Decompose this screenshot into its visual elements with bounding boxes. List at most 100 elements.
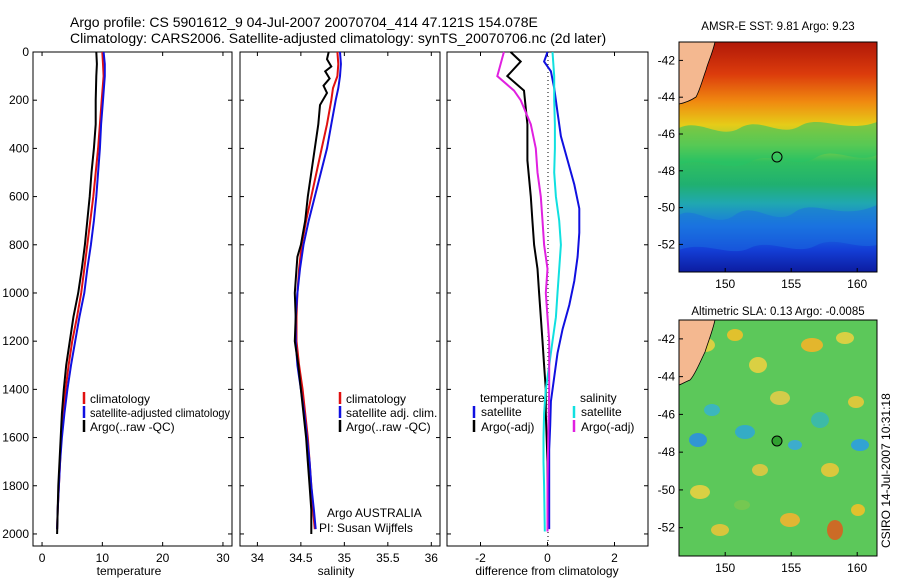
salinity-ticks: 34 34.5 35 35.5 36 <box>240 51 440 565</box>
salinity-panel: 34 34.5 35 35.5 36 salinity climatology sate… <box>239 51 441 578</box>
sla-anomaly-blob <box>727 329 743 341</box>
sla-anomaly-blob <box>851 439 869 451</box>
map-y-tick-label: -48 <box>658 445 676 459</box>
map-x-tick-label: 150 <box>715 277 735 291</box>
sla-anomaly-blob <box>752 464 768 476</box>
temperature-series <box>56 51 106 535</box>
legend-satellite: satellite-adjusted climatology <box>90 406 230 420</box>
map-y-tick-label: -46 <box>658 407 676 421</box>
map-y-tick-label: -48 <box>658 164 676 178</box>
map-y-tick-label: -50 <box>658 201 676 215</box>
sla-anomaly-blob <box>690 485 710 499</box>
sla-map-ticks: 150 155 160 -42 -44 -46 -48 -50 -52 <box>658 332 868 575</box>
y-tick-label: 2000 <box>2 527 29 541</box>
sla-map-frame <box>678 319 878 557</box>
x-tick-label: 2 <box>611 551 618 565</box>
legend-salinity-heading: salinity <box>580 391 617 405</box>
x-tick-label: 10 <box>96 551 110 565</box>
salinity-series <box>293 51 342 534</box>
land-tasmania <box>679 320 716 386</box>
legend-temperature-heading: temperature <box>480 391 545 405</box>
legend-satellite: satellite adj. clim. <box>346 406 437 420</box>
sla-anomaly-blob <box>801 338 823 352</box>
credit-line1: Argo AUSTRALIA <box>327 506 422 520</box>
map-x-tick-label: 155 <box>781 561 801 575</box>
argo-float-marker <box>771 435 783 447</box>
legend-temp-argo: Argo(-adj) <box>481 420 534 434</box>
y-tick-label: 0 <box>22 45 29 59</box>
temperature-xlabel: temperature <box>97 564 162 578</box>
sla-anomaly-blob <box>780 513 800 527</box>
sst-feature-green <box>679 122 877 167</box>
sla-anomaly-blob <box>788 440 802 450</box>
x-tick-label: 34.5 <box>289 551 313 565</box>
map-y-tick-label: -42 <box>658 53 676 67</box>
header-title-line1: Argo profile: CS 5901612_9 04-Jul-2007 2… <box>70 14 538 30</box>
y-tick-label: 1600 <box>2 431 29 445</box>
x-tick-label: 35 <box>338 551 352 565</box>
x-tick-label: 35.5 <box>376 551 400 565</box>
series-line-salinity-satellite <box>542 51 562 532</box>
header-title-line2: Climatology: CARS2006. Satellite-adjuste… <box>70 30 606 46</box>
map-y-tick-label: -46 <box>658 127 676 141</box>
difference-series <box>496 51 581 532</box>
legend-climatology: climatology <box>346 392 406 406</box>
legend-climatology: climatology <box>90 392 150 406</box>
argo-float-marker <box>771 151 783 163</box>
map-y-tick-label: -52 <box>658 521 676 535</box>
sla-map <box>679 320 877 556</box>
sla-anomaly-blob <box>735 425 755 439</box>
legend-argo: Argo(..raw -QC) <box>346 420 431 434</box>
sla-anomaly-blob <box>848 396 864 408</box>
y-tick-label: 1800 <box>2 479 29 493</box>
map-y-tick-label: -44 <box>658 90 676 104</box>
sla-anomaly-blob <box>827 520 843 540</box>
map-x-tick-label: 150 <box>715 561 735 575</box>
y-tick-label: 800 <box>9 238 29 252</box>
series-line-argo-raw-qc- <box>56 51 98 535</box>
salinity-xlabel: salinity <box>318 564 355 578</box>
legend-temp-satellite: satellite <box>481 405 522 419</box>
legend-argo: Argo(..raw -QC) <box>90 420 175 434</box>
sla-anomaly-blob <box>770 391 790 405</box>
sla-anomaly-blob <box>749 357 767 373</box>
legend-sal-argo: Argo(-adj) <box>581 420 634 434</box>
sst-map-title: AMSR-E SST: 9.81 Argo: 9.23 <box>701 21 854 33</box>
sla-anomaly-blob <box>811 412 829 428</box>
series-line-salinity-argo-adj- <box>496 51 551 532</box>
sla-anomaly-blob <box>851 504 865 516</box>
sla-anomaly-blob <box>689 433 707 447</box>
x-tick-label: 36 <box>425 551 439 565</box>
series-line-temperature-argo-adj- <box>505 51 549 532</box>
x-tick-label: 30 <box>216 551 230 565</box>
x-tick-label: 20 <box>156 551 170 565</box>
y-tick-label: 1400 <box>2 382 29 396</box>
map-y-tick-label: -44 <box>658 370 676 384</box>
series-line-temperature-satellite <box>542 51 581 530</box>
sst-map-ticks: 150 155 160 -42 -44 -46 -48 -50 -52 <box>658 53 868 291</box>
sla-anomaly-blob <box>704 404 720 416</box>
sla-anomaly-blob <box>836 332 854 344</box>
map-y-tick-label: -42 <box>658 332 676 346</box>
salinity-legend: climatology satellite adj. clim. Argo(..… <box>338 392 437 434</box>
x-tick-label: 34 <box>251 551 265 565</box>
side-timestamp-label: CSIRO 14-Jul-2007 10:31:18 <box>879 393 893 548</box>
y-tick-label: 600 <box>9 190 29 204</box>
map-y-tick-label: -52 <box>658 237 676 251</box>
y-tick-label: 200 <box>9 93 29 107</box>
sla-anomaly-blob <box>821 463 839 477</box>
difference-xlabel: difference from climatology <box>475 564 618 578</box>
map-y-tick-label: -50 <box>658 483 676 497</box>
x-tick-label: 0 <box>39 551 46 565</box>
sla-anomaly-blob <box>734 500 750 510</box>
sst-map <box>679 42 877 272</box>
salinity-axes-box <box>239 51 441 547</box>
difference-legend: temperature satellite Argo(-adj) salinit… <box>472 391 634 434</box>
y-tick-label: 400 <box>9 141 29 155</box>
land-tasmania <box>679 42 716 105</box>
temperature-ticks: 0 10 20 30 0 200 400 600 800 1000 1200 1400 1600 1800… <box>2 45 232 565</box>
credit-line2: PI: Susan Wijffels <box>319 521 413 535</box>
series-line-satellite-adj-clim- <box>294 51 342 530</box>
temperature-legend: climatology satellite-adjusted climatolo… <box>82 392 230 434</box>
